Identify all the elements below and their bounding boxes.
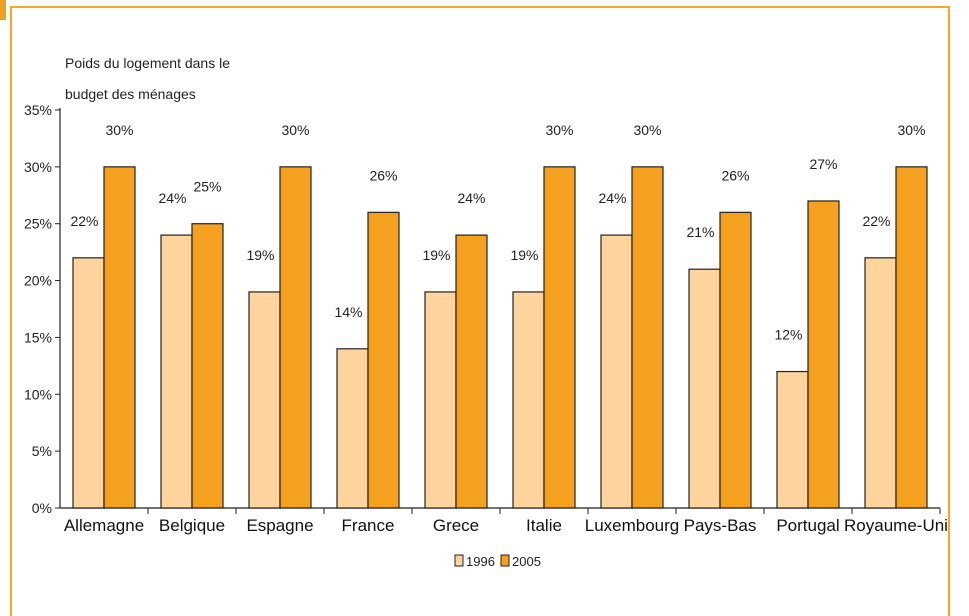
bar-2005-Espagne: [279, 166, 312, 509]
data-label-1996-Luxembourg: 24%: [598, 190, 626, 206]
corner-mark: [0, 0, 6, 20]
data-label-1996-Portugal: 12%: [774, 327, 802, 343]
x-category-label: Allemagne: [64, 516, 144, 535]
bar-2005-Belgique: [191, 223, 224, 509]
y-tick-label: 15%: [24, 329, 52, 345]
x-category-label: Italie: [526, 516, 562, 535]
bar-1996-Italie: [512, 291, 545, 509]
data-label-1996-Royaume-Uni: 22%: [862, 213, 890, 229]
y-tick-label: 0%: [32, 500, 52, 516]
bar-1996-Pays-Bas: [688, 268, 721, 509]
bar-2005-Portugal: [807, 200, 840, 509]
data-label-2005-Belgique: 25%: [193, 179, 221, 195]
legend-label-2005: 2005: [512, 554, 541, 569]
bar-2005-Royaume-Uni: [895, 166, 928, 509]
x-category-label: Pays-Bas: [684, 516, 757, 535]
bar-2005-Allemagne: [103, 166, 136, 509]
data-label-1996-France: 14%: [334, 304, 362, 320]
y-axis-label-line-1: Poids du logement dans le: [65, 55, 230, 71]
bar-1996-Espagne: [248, 291, 281, 509]
plot-area: 0% 5% 10% 15% 20% 25% 30% 35% 22% 30% Allemagne 24%…: [24, 102, 948, 569]
chart-frame: [10, 6, 950, 616]
data-label-2005-Italie: 30%: [545, 122, 573, 138]
y-axis-label-line-2: budget des ménages: [65, 86, 196, 102]
data-label-1996-Italie: 19%: [510, 247, 538, 263]
bar-2005-Luxembourg: [631, 166, 664, 509]
y-tick-label: 5%: [32, 443, 52, 459]
data-label-2005-Grece: 24%: [457, 190, 485, 206]
bar-1996-Belgique: [160, 234, 193, 509]
data-label-1996-Espagne: 19%: [246, 247, 274, 263]
x-category-label: Belgique: [159, 516, 225, 535]
data-label-2005-Espagne: 30%: [281, 122, 309, 138]
data-label-2005-France: 26%: [369, 167, 397, 183]
data-label-2005-Luxembourg: 30%: [633, 122, 661, 138]
bar-1996-Royaume-Uni: [864, 257, 897, 509]
bar-2005-France: [367, 211, 400, 509]
data-label-1996-Pays-Bas: 21%: [686, 224, 714, 240]
data-label-1996-Belgique: 24%: [158, 190, 186, 206]
y-tick-label: 25%: [24, 216, 52, 232]
bar-2005-Italie: [543, 166, 576, 509]
legend-swatch-1996: [454, 554, 464, 567]
legend-swatch-2005: [500, 554, 510, 567]
legend-label-1996: 1996: [466, 554, 495, 569]
y-tick-label: 35%: [24, 102, 52, 118]
bar-chart: Poids du logement dans le budget des mén…: [24, 55, 948, 569]
y-tick-label: 20%: [24, 273, 52, 289]
y-tick-label: 30%: [24, 159, 52, 175]
x-category-label: Grece: [433, 516, 479, 535]
x-category-label: Royaume-Uni: [844, 516, 948, 535]
x-category-label: Portugal: [776, 516, 839, 535]
data-label-2005-Royaume-Uni: 30%: [897, 122, 925, 138]
bar-1996-France: [336, 348, 369, 509]
data-label-2005-Portugal: 27%: [809, 156, 837, 172]
bar-1996-Allemagne: [72, 257, 105, 509]
data-label-1996-Allemagne: 22%: [70, 213, 98, 229]
data-label-2005-Allemagne: 30%: [105, 122, 133, 138]
bar-1996-Luxembourg: [600, 234, 633, 509]
bar-1996-Grece: [424, 291, 457, 509]
bar-2005-Pays-Bas: [719, 211, 752, 509]
data-label-1996-Grece: 19%: [422, 247, 450, 263]
x-category-label: Espagne: [246, 516, 313, 535]
data-label-2005-Pays-Bas: 26%: [721, 167, 749, 183]
x-category-label: France: [342, 516, 395, 535]
bar-1996-Portugal: [776, 370, 809, 509]
y-tick-label: 10%: [24, 386, 52, 402]
bar-2005-Grece: [455, 234, 488, 509]
x-category-label: Luxembourg: [585, 516, 680, 535]
